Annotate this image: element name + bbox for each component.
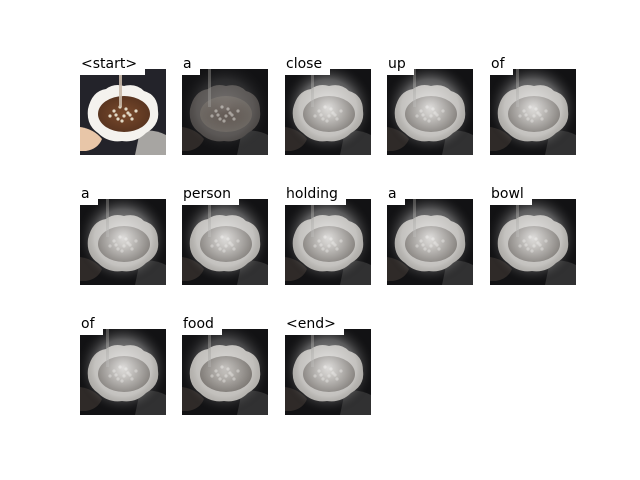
attention-image: [182, 199, 268, 285]
attention-cell: a: [80, 185, 166, 285]
attention-cell: of: [490, 55, 576, 155]
attention-image: [285, 199, 371, 285]
attention-cell: of: [80, 315, 166, 415]
attention-cell: <end>: [285, 315, 371, 415]
token-label: close: [285, 55, 331, 75]
token-label: of: [80, 315, 103, 335]
token-label: food: [182, 315, 222, 335]
attention-image: [80, 69, 166, 155]
attention-cell: bowl: [490, 185, 576, 285]
attention-image: [182, 329, 268, 415]
attention-cell: <start>: [80, 55, 166, 155]
attention-cell: up: [387, 55, 473, 155]
attention-image: [387, 199, 473, 285]
token-label: bowl: [490, 185, 532, 205]
attention-image: [490, 199, 576, 285]
attention-cell: person: [182, 185, 268, 285]
attention-image: [387, 69, 473, 155]
attention-cell: a: [182, 55, 268, 155]
attention-image: [80, 199, 166, 285]
token-label: a: [80, 185, 98, 205]
attention-cell: holding: [285, 185, 371, 285]
token-label: a: [387, 185, 405, 205]
token-label: person: [182, 185, 239, 205]
attention-cell: food: [182, 315, 268, 415]
attention-image: [182, 69, 268, 155]
token-label: up: [387, 55, 414, 75]
attention-image: [490, 69, 576, 155]
attention-image: [285, 329, 371, 415]
token-label: a: [182, 55, 200, 75]
attention-image: [285, 69, 371, 155]
token-label: of: [490, 55, 513, 75]
token-label: <start>: [80, 55, 146, 75]
attention-cell: a: [387, 185, 473, 285]
token-label: holding: [285, 185, 346, 205]
attention-cell: close: [285, 55, 371, 155]
token-label: <end>: [285, 315, 344, 335]
attention-image: [80, 329, 166, 415]
